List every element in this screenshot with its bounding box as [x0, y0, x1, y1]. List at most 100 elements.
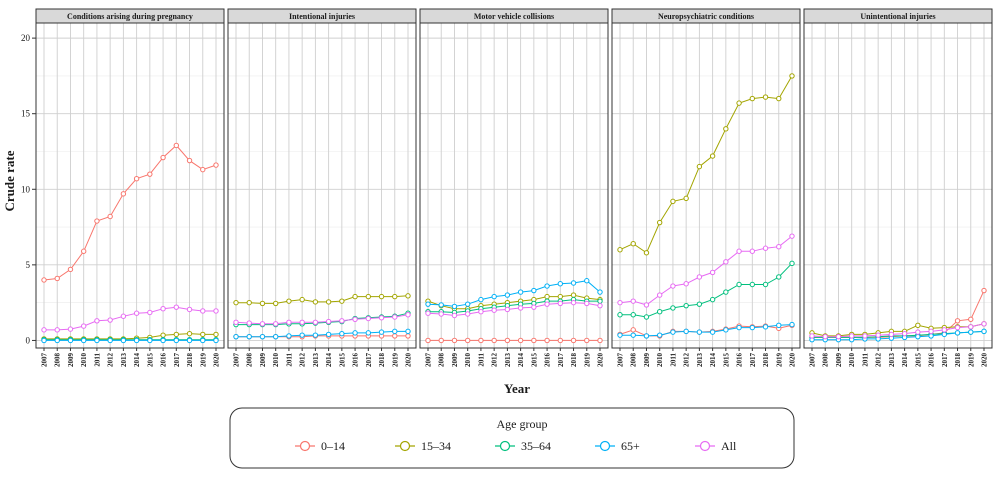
data-point-all [41, 327, 47, 333]
data-point-65plus [723, 327, 729, 333]
data-point-0-14 [464, 337, 471, 344]
x-tick-label: 2013 [120, 353, 128, 368]
data-point-0-14 [94, 218, 100, 224]
data-point-0-14 [451, 337, 458, 344]
data-point-65plus [670, 329, 676, 335]
data-point-15-34 [186, 330, 193, 337]
data-point-all [822, 333, 828, 340]
data-point-0-14 [160, 154, 166, 161]
data-point-all [968, 324, 974, 330]
data-point-all [365, 315, 372, 322]
data-point-65plus [491, 293, 497, 300]
data-point-15-34 [213, 331, 219, 338]
legend-key-marker [599, 440, 611, 452]
x-tick-label: 2016 [160, 353, 168, 368]
data-point-0-14 [133, 175, 140, 182]
x-tick-label: 2017 [365, 353, 373, 368]
data-point-65plus [617, 332, 623, 338]
data-point-65plus [789, 321, 795, 328]
x-tick-label: 2012 [491, 353, 499, 368]
data-point-65plus [776, 322, 782, 329]
data-point-all [286, 319, 292, 326]
y-axis-title: Crude rate [2, 150, 17, 211]
x-tick-label: 2010 [80, 353, 88, 368]
data-point-all [147, 309, 153, 316]
data-point-all [200, 308, 206, 314]
data-point-65plus [80, 337, 87, 344]
legend-key-marker [699, 440, 711, 452]
data-point-65plus [696, 329, 703, 335]
data-point-all [584, 300, 590, 307]
x-tick-label: 2012 [875, 353, 883, 368]
data-point-all [173, 304, 180, 310]
x-tick-label: 2011 [477, 353, 485, 367]
data-point-0-14 [517, 337, 524, 344]
data-point-all [54, 327, 60, 333]
data-point-65plus [683, 328, 689, 335]
data-point-65plus [173, 337, 180, 344]
panel-border [803, 22, 993, 349]
x-tick-label: 2018 [570, 353, 578, 368]
data-point-0-14 [438, 337, 444, 344]
x-tick-label: 2009 [835, 353, 843, 368]
data-point-all [67, 326, 74, 332]
data-point-0-14 [213, 162, 219, 168]
data-point-all [464, 311, 471, 317]
data-point-15-34 [557, 293, 564, 300]
data-point-15-34 [160, 332, 166, 338]
data-point-65plus [928, 333, 934, 339]
data-point-65plus [656, 332, 663, 338]
data-point-0-14 [186, 157, 193, 164]
data-point-all [670, 283, 676, 289]
data-point-35-64 [617, 312, 623, 318]
data-point-65plus [762, 324, 769, 330]
x-tick-label: 2020 [213, 353, 221, 368]
data-point-0-14 [981, 287, 987, 294]
data-point-35-64 [776, 274, 782, 280]
panel-conditions-arising-during-pregnancy: Conditions arising during pregnancy 2007 2… [35, 8, 225, 368]
data-point-15-34 [233, 299, 239, 306]
data-point-35-64 [670, 305, 676, 311]
data-point-all [272, 321, 279, 327]
legend-item: 65+ [595, 439, 640, 453]
x-tick-label: 2012 [683, 353, 691, 368]
legend-key-marker [399, 440, 411, 452]
x-tick-label: 2020 [597, 353, 605, 368]
data-point-all [312, 319, 319, 326]
data-point-65plus [557, 281, 564, 287]
x-tick-label: 2020 [789, 353, 797, 368]
data-point-15-34 [544, 293, 550, 300]
data-point-all [504, 306, 511, 313]
data-point-all [981, 321, 987, 327]
data-point-15-34 [696, 163, 703, 170]
data-point-65plus [160, 337, 166, 344]
data-point-65plus [200, 337, 206, 344]
x-tick-label: 2008 [630, 353, 638, 368]
data-point-15-34 [617, 247, 623, 253]
x-tick-label: 2016 [352, 353, 360, 368]
x-tick-label: 2007 [809, 353, 817, 368]
x-tick-label: 2017 [941, 353, 949, 368]
x-tick-label: 2007 [617, 353, 625, 368]
data-point-15-34 [286, 298, 292, 304]
data-point-15-34 [736, 100, 742, 106]
panel-motor-vehicle-collisions: Motor vehicle collisions 2007 2008 2009 2010… [419, 8, 609, 368]
data-point-all [617, 299, 623, 306]
data-point-65plus [246, 333, 252, 340]
x-tick-label: 2010 [848, 353, 856, 368]
panel-background [420, 23, 608, 348]
data-point-15-34 [246, 299, 252, 306]
data-point-0-14 [968, 316, 974, 322]
x-tick-label: 2010 [464, 353, 472, 368]
data-point-all [875, 332, 881, 338]
data-point-65plus [643, 333, 650, 339]
panel-background [612, 23, 800, 348]
data-point-all [186, 306, 193, 313]
x-tick-label: 2015 [914, 353, 922, 368]
x-tick-label: 2009 [67, 353, 75, 368]
data-point-65plus [352, 330, 358, 336]
data-point-0-14 [54, 275, 60, 282]
legend-item: 35–64 [495, 439, 551, 453]
data-point-65plus [464, 301, 471, 307]
